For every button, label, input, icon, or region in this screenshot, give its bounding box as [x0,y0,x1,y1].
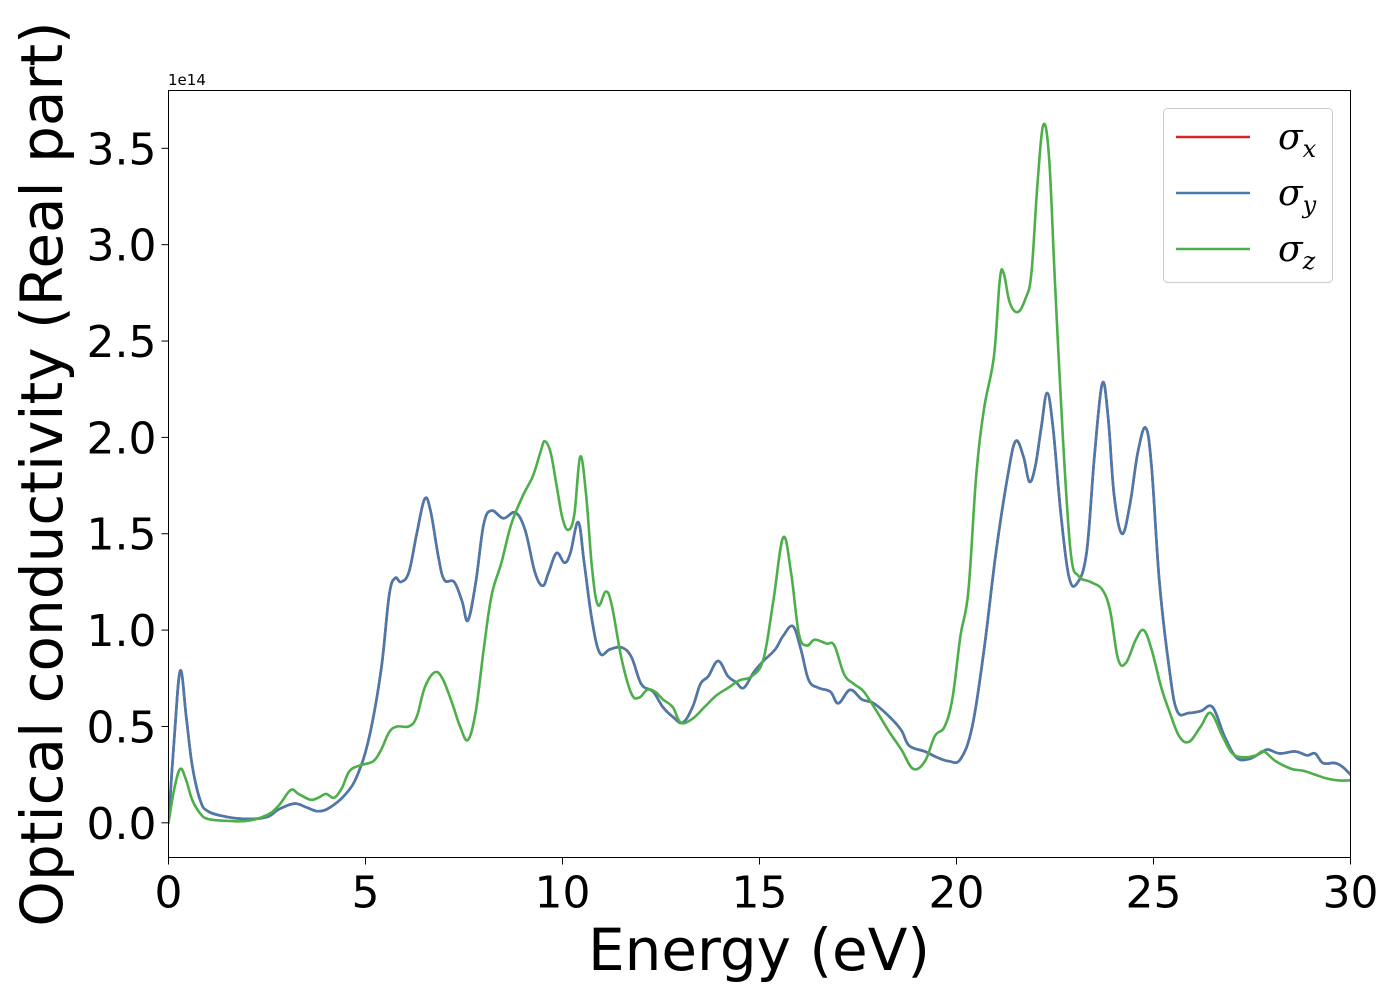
legend-label-z: σz [1278,229,1316,275]
y-tick-label: 2.5 [87,317,157,368]
x-tick-label: 30 [1323,868,1379,919]
legend-label-x: σx [1278,117,1317,163]
y-tick-label: 2.0 [87,413,157,464]
x-tick-label: 0 [155,868,183,919]
x-tick-label: 10 [535,868,591,919]
legend: σx σy σz [1163,108,1333,283]
y-axis-ticks: 0.0 0.5 1.0 1.5 2.0 2.5 3.0 3.5 [87,124,169,850]
series-layer [168,122,1351,825]
legend-box [1163,108,1333,283]
y-tick-label: 1.5 [87,510,157,561]
x-axis-label: Energy (eV) [588,916,930,984]
x-axis-ticks: 0 5 10 15 20 25 30 [155,857,1379,919]
x-tick-label: 25 [1126,868,1182,919]
y-axis-label: Optical conductivity (Real part) [8,21,76,926]
y-tick-label: 0.0 [87,799,157,850]
series-line-y [168,380,1351,825]
x-tick-label: 15 [732,868,788,919]
y-tick-label: 3.0 [87,221,157,272]
y-tick-label: 0.5 [87,702,157,753]
x-tick-label: 20 [929,868,985,919]
series-line-z [168,122,1351,825]
y-tick-label: 3.5 [87,124,157,175]
x-tick-label: 5 [352,868,380,919]
legend-label-y: σy [1278,173,1317,219]
y-tick-label: 1.0 [87,606,157,657]
legend-items: σx σy σz [1176,117,1317,275]
y-offset-label: 1e14 [168,71,206,89]
